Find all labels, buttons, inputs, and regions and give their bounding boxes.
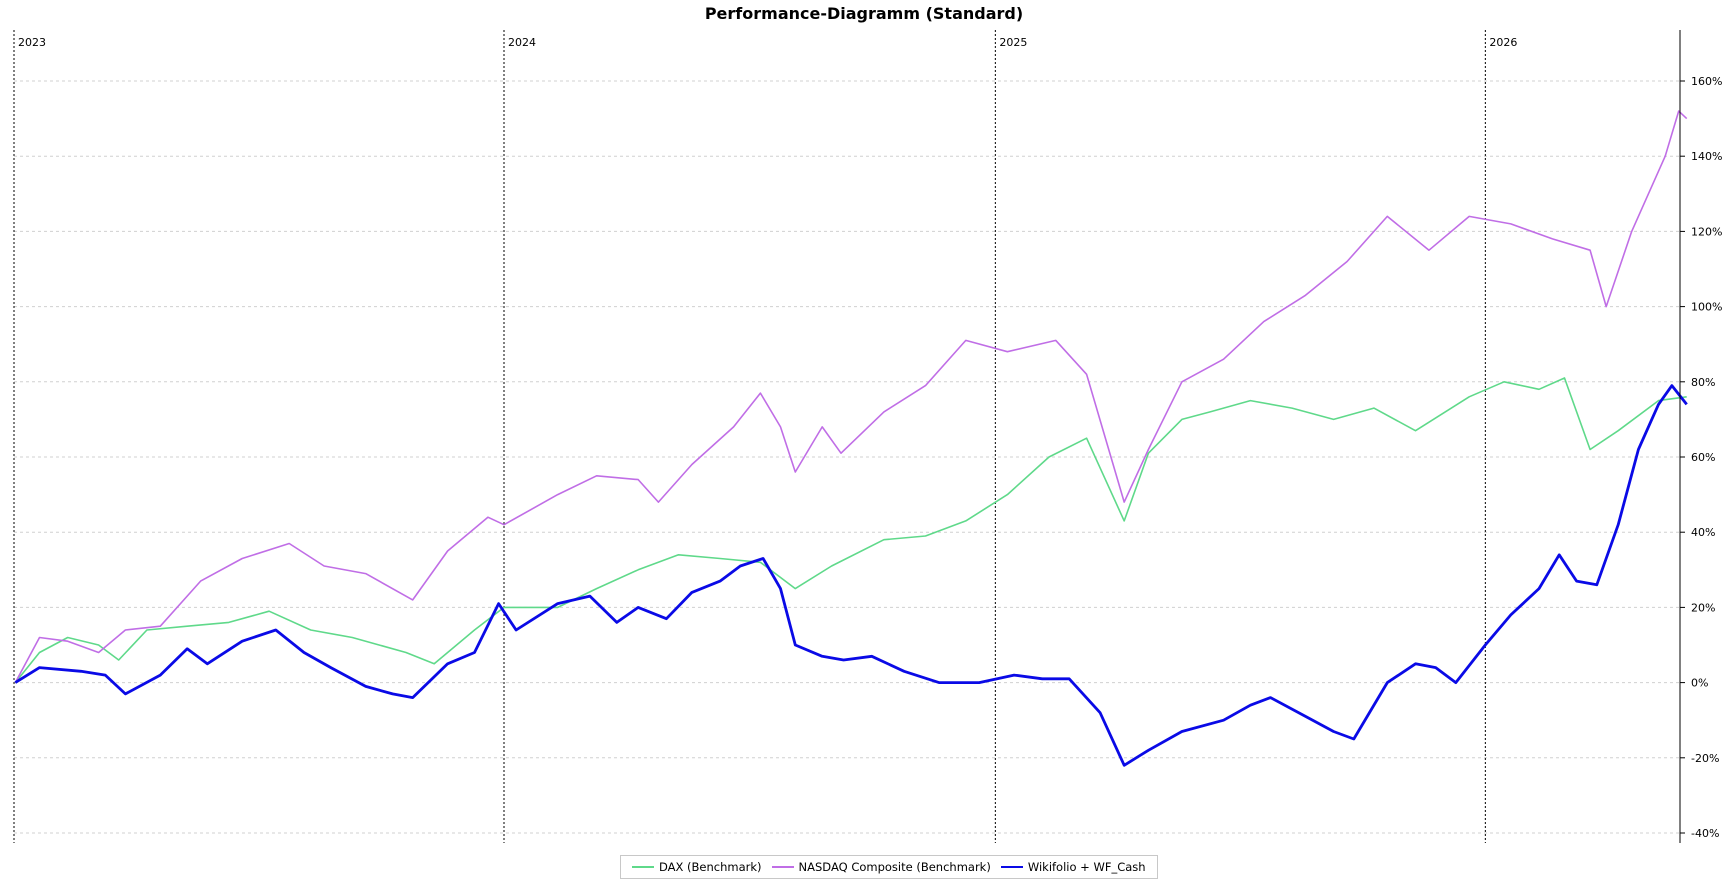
y-tick-label: -40% — [1691, 827, 1719, 840]
legend-item-nasdaq[interactable]: NASDAQ Composite (Benchmark) — [771, 860, 991, 874]
y-tick-label: 160% — [1691, 75, 1722, 88]
year-label: 2023 — [18, 36, 46, 49]
legend-label-nasdaq: NASDAQ Composite (Benchmark) — [798, 860, 991, 874]
legend-label-dax: DAX (Benchmark) — [659, 860, 762, 874]
chart-title: Performance-Diagramm (Standard) — [704, 4, 1024, 23]
grid-layer — [14, 80, 1680, 834]
y-tick-label: 140% — [1691, 150, 1722, 163]
y-tick-label: 100% — [1691, 301, 1722, 314]
legend-swatch-dax — [632, 866, 654, 868]
series-line-wikifolio — [14, 384, 1688, 767]
series-line-dax — [14, 377, 1687, 684]
year-lines: 2023 2024 2025 2026 — [13, 30, 1517, 843]
y-tick-label: 80% — [1691, 376, 1715, 389]
legend-item-dax[interactable]: DAX (Benchmark) — [632, 860, 762, 874]
y-tick-label: 0% — [1691, 677, 1708, 690]
legend-item-wikifolio[interactable]: Wikifolio + WF_Cash — [1000, 860, 1146, 874]
legend-swatch-nasdaq — [771, 866, 794, 868]
legend-label-wikifolio: Wikifolio + WF_Cash — [1027, 860, 1146, 874]
year-label: 2026 — [1489, 36, 1517, 49]
performance-chart: 2023 2024 2025 2026 160% 140% 120% 100% 80% 60% 4… — [13, 30, 1722, 843]
series-line-nasdaq — [14, 110, 1688, 683]
y-tick-label: 40% — [1691, 526, 1715, 539]
y-tick-label: 120% — [1691, 225, 1722, 238]
y-tick-label: 60% — [1691, 451, 1715, 464]
y-axis: 160% 140% 120% 100% 80% 60% 40% 20% 0% -20% -40% — [1679, 30, 1722, 843]
y-tick-label: -20% — [1691, 752, 1719, 765]
legend-swatch-wikifolio — [1000, 866, 1023, 868]
y-tick-label: 20% — [1691, 601, 1715, 614]
series-layer — [14, 110, 1688, 767]
year-label: 2025 — [999, 36, 1027, 49]
legend: DAX (Benchmark) NASDAQ Composite (Benchm… — [620, 855, 1158, 879]
year-label: 2024 — [508, 36, 536, 49]
